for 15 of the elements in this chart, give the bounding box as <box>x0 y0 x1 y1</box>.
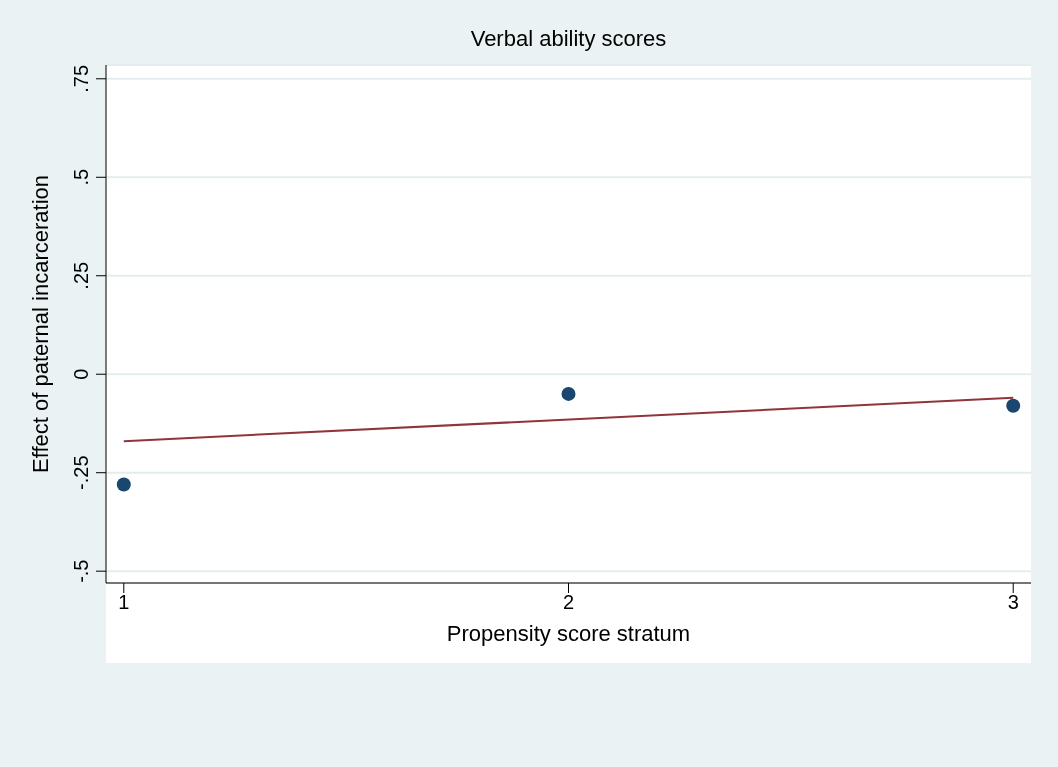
y-tick-label: .25 <box>70 261 92 290</box>
x-tick-label: 1 <box>118 591 130 614</box>
chart-title: Verbal ability scores <box>469 26 668 52</box>
y-tick-label: .75 <box>70 64 92 93</box>
y-tick-label: .5 <box>70 168 92 186</box>
y-tick-label: -.25 <box>70 455 92 490</box>
point <box>561 386 576 401</box>
point <box>1006 398 1021 413</box>
x-tick-label: 3 <box>1007 591 1019 614</box>
y-tick-label: -.5 <box>70 559 92 583</box>
x-tick-label: 2 <box>562 591 575 614</box>
x-axis-title: Propensity score stratum <box>446 621 691 646</box>
y-axis-title: Effect of paternal incarceration <box>27 175 53 473</box>
point <box>116 477 131 492</box>
y-tick-label: 0 <box>70 368 92 380</box>
